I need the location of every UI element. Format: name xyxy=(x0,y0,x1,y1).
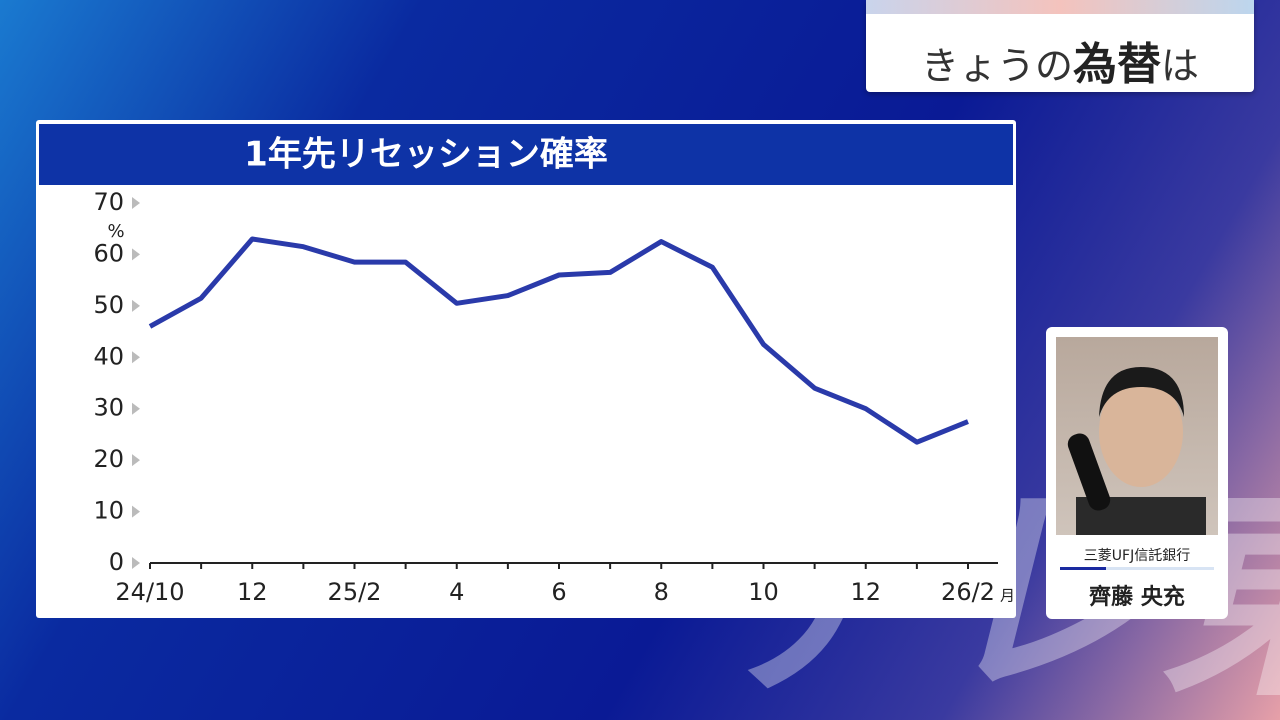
y-tick-mark xyxy=(132,248,140,261)
y-tick-mark xyxy=(132,557,140,569)
y-tick-label: 60 xyxy=(93,239,124,267)
chart: 1年先リセッション確率 0 10 20 30 40 50 60 70% 24/10 12 25/2 4… xyxy=(39,124,1015,606)
title-bar xyxy=(39,124,1013,185)
header-text: きょうの xyxy=(920,44,1073,88)
y-tick-mark xyxy=(132,299,140,312)
organization: 三菱UFJ信託銀行 xyxy=(1083,548,1191,564)
line xyxy=(148,236,969,445)
x-tick-label: 6 xyxy=(551,578,566,606)
x-tick-label: 12 xyxy=(237,578,268,606)
y-tick-label: 70 xyxy=(93,188,124,216)
y-tick-label: 10 xyxy=(93,497,124,525)
x-tick-label: 8 xyxy=(654,578,669,606)
x-tick-label: 10 xyxy=(748,578,779,606)
divider xyxy=(1060,567,1214,570)
header-box: きょうの為替は xyxy=(866,0,1254,92)
x-unit: 月 xyxy=(1000,587,1015,605)
y-tick-mark xyxy=(132,351,140,364)
x-tick-label: 26/2 xyxy=(941,578,995,606)
x-tick-label: 25/2 xyxy=(328,578,382,606)
y-tick-label: 20 xyxy=(93,445,124,473)
y-tick-mark xyxy=(132,402,140,415)
header-title: きょうの為替は xyxy=(866,28,1254,92)
x-tick-label: 4 xyxy=(449,578,464,606)
header-emphasis: 為替 xyxy=(1073,39,1161,90)
x-tick-label: 12 xyxy=(850,578,881,606)
chart-panel: 1年先リセッション確率 0 10 20 30 40 50 60 70% 24/10 12 25/2 4… xyxy=(36,120,1016,618)
y-tick-label: 40 xyxy=(93,342,124,370)
y-tick-mark xyxy=(132,454,140,467)
x-tick-label: 24/10 xyxy=(115,578,184,606)
y-tick-label: 30 xyxy=(93,394,124,422)
y-tick-mark xyxy=(132,197,140,209)
header-text: は xyxy=(1161,44,1200,88)
photo xyxy=(1056,337,1218,535)
profile-card: 三菱UFJ信託銀行 齊藤 央充 xyxy=(1046,327,1228,619)
photo-art xyxy=(1067,367,1206,535)
y-tick-label: 50 xyxy=(93,291,124,319)
header-strip xyxy=(866,0,1254,14)
person-name: 齊藤 央充 xyxy=(1089,585,1185,610)
chart-title: 1年先リセッション確率 xyxy=(244,135,608,175)
y-unit: % xyxy=(107,221,124,242)
y-tick-mark xyxy=(132,505,140,518)
y-tick-label: 0 xyxy=(109,548,124,576)
